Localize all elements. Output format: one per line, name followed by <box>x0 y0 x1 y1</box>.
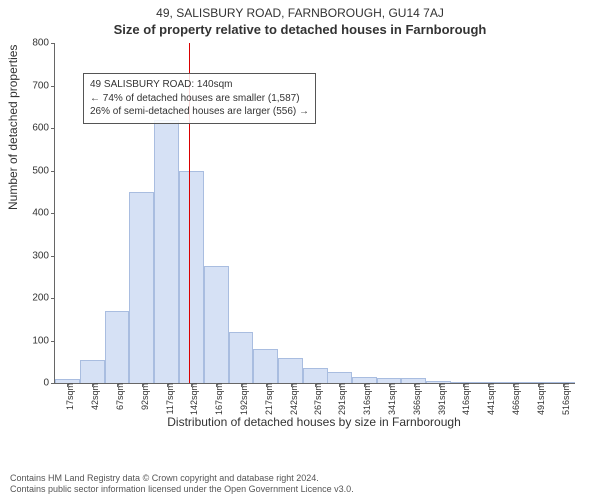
x-tick-label: 142sqm <box>183 383 199 415</box>
x-tick-label: 416sqm <box>455 383 471 415</box>
histogram-bar <box>80 360 105 383</box>
x-tick-label: 291sqm <box>331 383 347 415</box>
x-tick-label: 242sqm <box>283 383 299 415</box>
x-tick-label: 366sqm <box>406 383 422 415</box>
y-axis-label: Number of detached properties <box>6 45 20 210</box>
histogram-bar <box>401 378 426 383</box>
x-tick-label: 42sqm <box>84 383 100 410</box>
page-title-address: 49, SALISBURY ROAD, FARNBOROUGH, GU14 7A… <box>0 0 600 20</box>
histogram-bar <box>451 382 476 383</box>
x-tick-label: 167sqm <box>208 383 224 415</box>
histogram-bar <box>229 332 254 383</box>
x-tick-label: 516sqm <box>555 383 571 415</box>
histogram-bar <box>377 378 402 383</box>
y-tick-label: 300 <box>32 250 55 261</box>
histogram-bar <box>204 266 229 383</box>
x-tick-label: 192sqm <box>233 383 249 415</box>
annotation-line: 26% of semi-detached houses are larger (… <box>90 105 309 119</box>
y-tick-label: 800 <box>32 38 55 49</box>
chart-area: 010020030040050060070080017sqm42sqm67sqm… <box>54 43 574 413</box>
annotation-line: ← 74% of detached houses are smaller (1,… <box>90 92 309 106</box>
attribution-line: Contains public sector information licen… <box>10 484 354 496</box>
y-tick-label: 600 <box>32 123 55 134</box>
y-tick-label: 500 <box>32 165 55 176</box>
histogram-bar <box>129 192 154 383</box>
plot-region: 010020030040050060070080017sqm42sqm67sqm… <box>54 43 575 384</box>
x-tick-label: 217sqm <box>258 383 274 415</box>
x-tick-label: 267sqm <box>307 383 323 415</box>
x-tick-label: 316sqm <box>356 383 372 415</box>
y-tick-label: 100 <box>32 335 55 346</box>
histogram-bar <box>476 382 501 383</box>
histogram-bar <box>179 171 204 384</box>
x-tick-label: 17sqm <box>59 383 75 410</box>
page-title-subtitle: Size of property relative to detached ho… <box>0 20 600 37</box>
y-tick-label: 700 <box>32 80 55 91</box>
histogram-bar <box>352 377 377 383</box>
x-tick-label: 92sqm <box>134 383 150 410</box>
histogram-bar <box>55 379 80 383</box>
x-tick-label: 391sqm <box>431 383 447 415</box>
histogram-bar <box>253 349 278 383</box>
histogram-bar <box>327 372 352 383</box>
histogram-bar <box>525 382 550 383</box>
y-tick-label: 400 <box>32 208 55 219</box>
attribution-text: Contains HM Land Registry data © Crown c… <box>10 473 354 496</box>
x-tick-label: 491sqm <box>530 383 546 415</box>
histogram-bar <box>154 120 179 384</box>
annotation-line: 49 SALISBURY ROAD: 140sqm <box>90 78 309 92</box>
x-tick-label: 466sqm <box>505 383 521 415</box>
attribution-line: Contains HM Land Registry data © Crown c… <box>10 473 354 485</box>
y-tick-label: 0 <box>43 378 55 389</box>
histogram-bar <box>550 382 575 383</box>
histogram-bar <box>278 358 303 384</box>
x-axis-label: Distribution of detached houses by size … <box>54 415 574 429</box>
x-tick-label: 341sqm <box>381 383 397 415</box>
histogram-bar <box>426 381 451 383</box>
histogram-bar <box>303 368 328 383</box>
x-tick-label: 441sqm <box>480 383 496 415</box>
x-tick-label: 117sqm <box>159 383 175 414</box>
y-tick-label: 200 <box>32 293 55 304</box>
annotation-box: 49 SALISBURY ROAD: 140sqm← 74% of detach… <box>83 73 316 124</box>
histogram-bar <box>501 382 526 383</box>
histogram-bar <box>105 311 130 383</box>
x-tick-label: 67sqm <box>109 383 125 410</box>
